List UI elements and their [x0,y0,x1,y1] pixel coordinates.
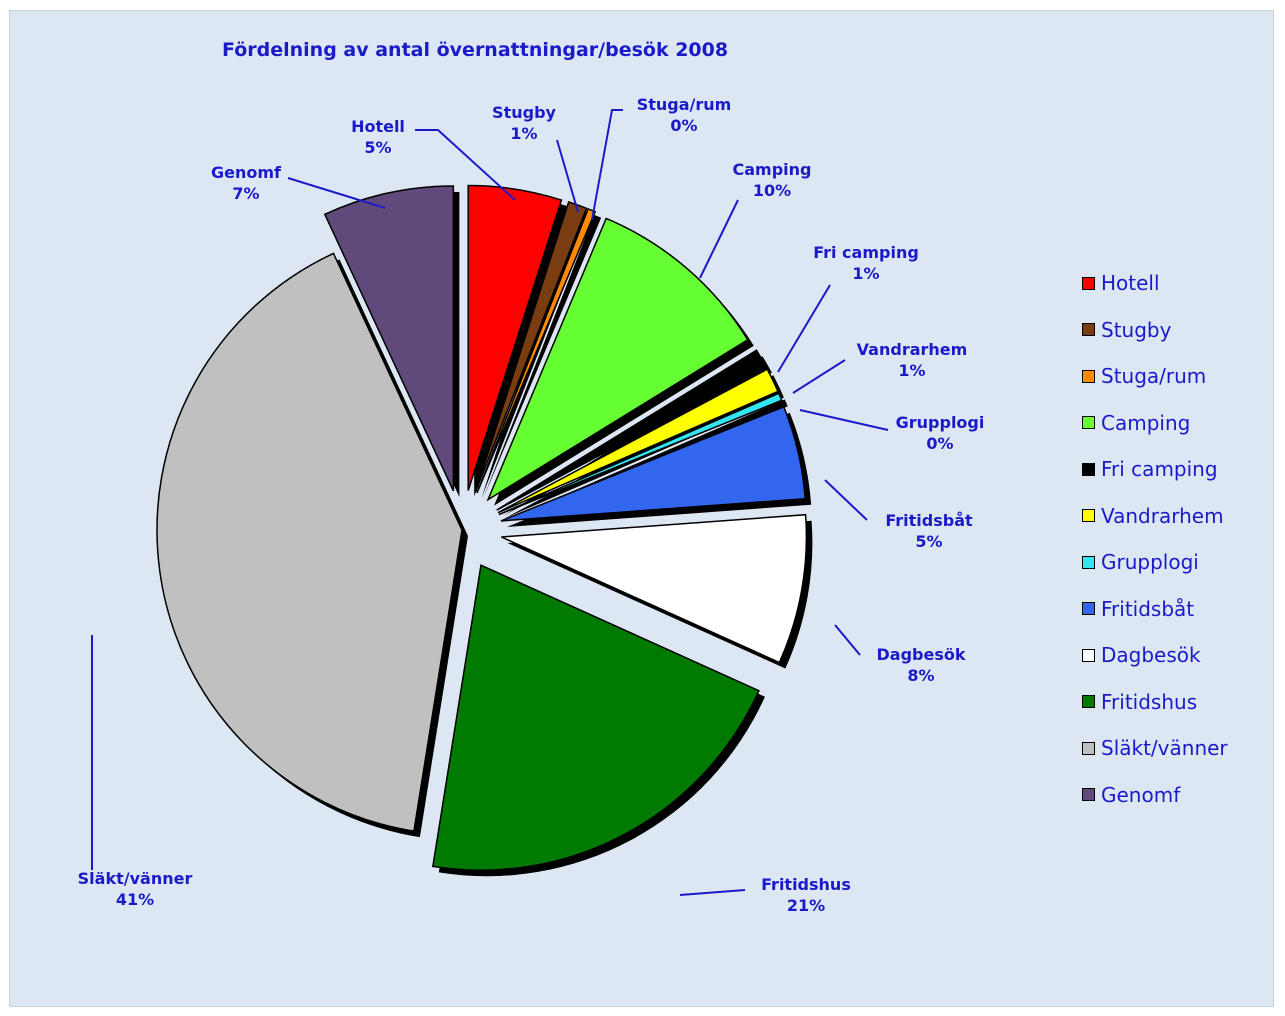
legend-label: Hotell [1101,271,1160,295]
leader-line-fri-camping [777,284,831,373]
legend-swatch [1082,602,1095,615]
slice-grupplogi [498,392,783,516]
legend-swatch [1082,416,1095,429]
data-label-stugby: Stugby 1% [492,103,556,143]
legend-label: Fri camping [1101,457,1218,481]
legend-item-stuga-rum: Stuga/rum [1082,363,1206,389]
slice-camping [486,217,749,502]
data-label-fritidshus: Fritidshus 21% [761,875,851,915]
legend-label: Dagbesök [1101,643,1201,667]
legend-swatch [1082,695,1095,708]
legend-item-stugby: Stugby [1082,317,1171,343]
chart-title: Fördelning av antal övernattningar/besök… [222,39,729,61]
leader-line-vandrarhem [792,359,846,394]
legend-label: Fritidsbåt [1101,596,1195,621]
legend-item-fritidshus: Fritidshus [1082,689,1197,715]
slice-vandrarhem [497,368,779,514]
legend-item-hotell: Hotell [1082,270,1160,296]
data-label-fri-camping: Fri camping 1% [813,243,919,283]
legend-item-dagbesök: Dagbesök [1082,642,1201,668]
legend-item-vandrarhem: Vandrarhem [1082,503,1224,529]
slice-stugby [474,200,588,493]
leader-line-genomf [287,177,386,209]
legend-label: Stuga/rum [1101,364,1207,388]
data-label-hotell: Hotell 5% [351,117,405,157]
legend-label: Fritidshus [1101,689,1198,714]
slice-shadow-stuga-rum [483,214,602,499]
legend-item-släkt-vänner: Släkt/vänner [1082,735,1228,761]
legend-swatch [1082,276,1095,290]
slice-släkt-vänner [156,252,463,833]
leader-line-camping [699,199,739,279]
slice-fritidshus [431,564,760,871]
legend-label: Grupplogi [1101,550,1199,574]
data-label-fritidsbåt: Fritidsbåt 5% [885,511,973,551]
legend-label: Släkt/vänner [1101,736,1228,760]
data-label-camping: Camping 10% [733,160,812,200]
legend-item-camping: Camping [1082,410,1190,436]
data-label-stuga-rum: Stuga/rum 0% [637,95,732,135]
legend-label: Genomf [1101,782,1181,807]
legend-item-grupplogi: Grupplogi [1082,549,1199,575]
legend-swatch [1082,648,1095,662]
leader-line-fritidshus [679,889,746,896]
leader-line-hotell [415,129,516,201]
legend-swatch [1082,369,1095,383]
slice-stuga-rum [476,207,597,494]
legend-label: Vandrarhem [1101,503,1224,528]
leader-line-fritidsbåt [824,479,868,521]
data-label-dagbesök: Dagbesök 8% [877,645,966,685]
legend-swatch [1082,509,1095,522]
legend-swatch [1082,555,1095,569]
slice-dagbesök [501,513,808,664]
leader-line-grupplogi [799,409,889,431]
leader-line-stuga-rum [591,109,623,221]
legend-item-fritidsbåt: Fritidsbåt [1082,596,1194,622]
legend-swatch [1082,323,1095,336]
legend-swatch [1082,462,1095,476]
data-label-släkt-vänner: Släkt/vänner 41% [78,869,193,909]
slice-genomf [323,185,455,492]
legend-swatch [1082,741,1095,755]
data-label-vandrarhem: Vandrarhem 1% [857,340,968,380]
legend-swatch [1082,788,1095,801]
slice-hotell [467,184,563,491]
data-label-grupplogi: Grupplogi 0% [896,413,985,453]
legend-label: Stugby [1101,317,1172,342]
slice-fritidsbåt [500,405,806,522]
slice-fri-camping [496,349,767,511]
leader-line-dagbesök [834,624,861,656]
data-label-genomf: Genomf 7% [211,163,282,203]
legend-label: Camping [1101,410,1191,435]
leader-line-stugby [556,139,579,213]
legend-item-fri-camping: Fri camping [1082,456,1218,482]
legend-item-genomf: Genomf [1082,782,1180,808]
